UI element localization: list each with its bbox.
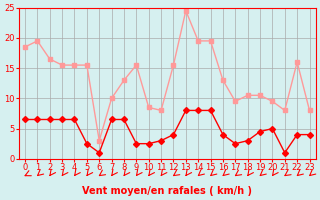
X-axis label: Vent moyen/en rafales ( km/h ): Vent moyen/en rafales ( km/h ) — [82, 186, 252, 196]
